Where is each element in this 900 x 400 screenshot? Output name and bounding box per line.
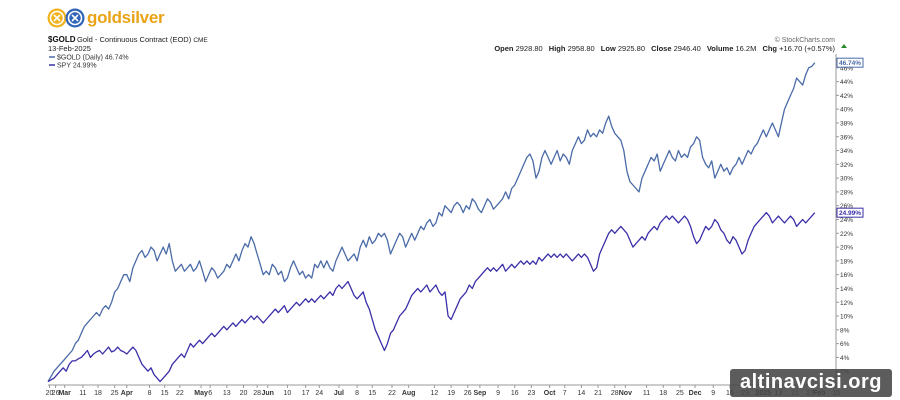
- x-tick-label: 23: [528, 390, 536, 397]
- y-tick-label: 28%: [840, 189, 853, 196]
- chart-date: 13-Feb-2025: [48, 44, 91, 53]
- x-tick-label: 18: [659, 390, 667, 397]
- y-tick-label: 24%: [840, 217, 853, 224]
- y-tick-label: 16%: [840, 272, 853, 279]
- series-line-0: [47, 62, 816, 382]
- y-tick-label: 44%: [840, 79, 853, 86]
- y-tick-label: 36%: [840, 134, 853, 141]
- x-tick-label: 18: [94, 390, 102, 397]
- x-tick-label: Sep: [473, 390, 486, 397]
- x-tick-label: 11: [79, 390, 86, 397]
- y-tick-label: 32%: [840, 162, 853, 169]
- x-tick-label: May: [194, 390, 208, 397]
- y-tick-label: 8%: [840, 327, 850, 334]
- x-tick-label: 8: [148, 390, 152, 397]
- end-value-label: 24.99%: [839, 210, 861, 217]
- x-tick-label: 22: [388, 390, 396, 397]
- x-tick-label: Jul: [334, 390, 344, 397]
- y-tick-label: 38%: [840, 120, 853, 127]
- x-tick-label: 13: [223, 390, 231, 397]
- end-value-label: 46.74%: [839, 60, 861, 67]
- chart-title-symbol: $GOLD: [48, 35, 76, 44]
- y-tick-label: 42%: [840, 93, 853, 100]
- x-tick-label: Jun: [262, 390, 274, 397]
- gold-coins-icon: [47, 8, 85, 28]
- chart-title-description: Gold - Continuous Contract (EOD) CME: [77, 35, 208, 44]
- chart-source: © StockCharts.com: [775, 36, 836, 44]
- change-up-icon: [841, 44, 847, 48]
- y-tick-label: 40%: [840, 107, 853, 114]
- y-tick-label: 4%: [840, 355, 850, 362]
- ohlc-readout: Open 2928.80 High 2958.80 Low 2925.80 Cl…: [494, 44, 835, 53]
- x-tick-label: 10: [284, 390, 292, 397]
- y-tick-label: 22%: [840, 231, 853, 238]
- x-tick-label: 24: [315, 390, 323, 397]
- x-tick-label: 19: [447, 390, 455, 397]
- x-tick-label: 20: [240, 390, 248, 397]
- x-tick-label: 22: [176, 390, 184, 397]
- x-tick-label: 25: [676, 390, 684, 397]
- x-tick-label: 25: [111, 390, 119, 397]
- x-tick-label: 9: [496, 390, 500, 397]
- x-tick-label: 16: [726, 390, 734, 397]
- y-tick-label: 20%: [840, 245, 853, 252]
- x-tick-label: Mar: [58, 390, 71, 397]
- x-tick-label: 7: [563, 390, 567, 397]
- y-tick-label: 30%: [840, 176, 853, 183]
- x-tick-label: 9: [711, 390, 715, 397]
- legend-item-spy: SPY 24.99%: [57, 63, 97, 70]
- y-tick-label: 14%: [840, 286, 853, 293]
- y-tick-label: 34%: [840, 148, 853, 155]
- x-tick-label: 28: [253, 390, 261, 397]
- x-tick-label: 15: [368, 390, 376, 397]
- x-tick-label: 15: [161, 390, 169, 397]
- x-tick-label: Dec: [689, 390, 702, 397]
- y-tick-label: 12%: [840, 300, 853, 307]
- x-tick-label: 28: [611, 390, 619, 397]
- x-tick-label: 20: [46, 390, 54, 397]
- x-tick-label: 26: [52, 390, 60, 397]
- y-tick-label: 10%: [840, 314, 853, 321]
- legend-item-gold: $GOLD (Daily) 46.74%: [57, 55, 129, 62]
- end-value-box: [836, 57, 864, 68]
- x-tick-label: 16: [511, 390, 519, 397]
- x-tick-label: 21: [594, 390, 602, 397]
- x-tick-label: 26: [464, 390, 472, 397]
- x-tick-label: 14: [578, 390, 586, 397]
- x-tick-label: 17: [302, 390, 310, 397]
- x-tick-label: 11: [643, 390, 650, 397]
- end-value-badge-1: 24.99%: [836, 207, 864, 218]
- x-tick-label: Aug: [402, 390, 416, 397]
- y-tick-label: 46%: [840, 65, 853, 72]
- y-tick-label: 18%: [840, 258, 853, 265]
- x-tick-label: 12: [431, 390, 439, 397]
- x-tick-label: 6: [208, 390, 212, 397]
- end-value-box: [836, 207, 864, 218]
- y-tick-label: 6%: [840, 341, 850, 348]
- series-line-1: [47, 211, 816, 383]
- end-value-badge-0: 46.74%: [836, 57, 864, 68]
- x-tick-label: 8: [355, 390, 359, 397]
- y-tick-label: 26%: [840, 203, 853, 210]
- x-tick-label: Oct: [544, 390, 556, 397]
- x-tick-label: Apr: [121, 390, 133, 397]
- brand-logo: goldsilver: [47, 7, 165, 29]
- x-tick-label: Nov: [619, 390, 632, 397]
- watermark: altinavcisi.org: [730, 369, 892, 397]
- brand-logo-text: goldsilver: [87, 8, 165, 27]
- legend: $GOLD (Daily) 46.74% SPY 24.99%: [49, 55, 129, 70]
